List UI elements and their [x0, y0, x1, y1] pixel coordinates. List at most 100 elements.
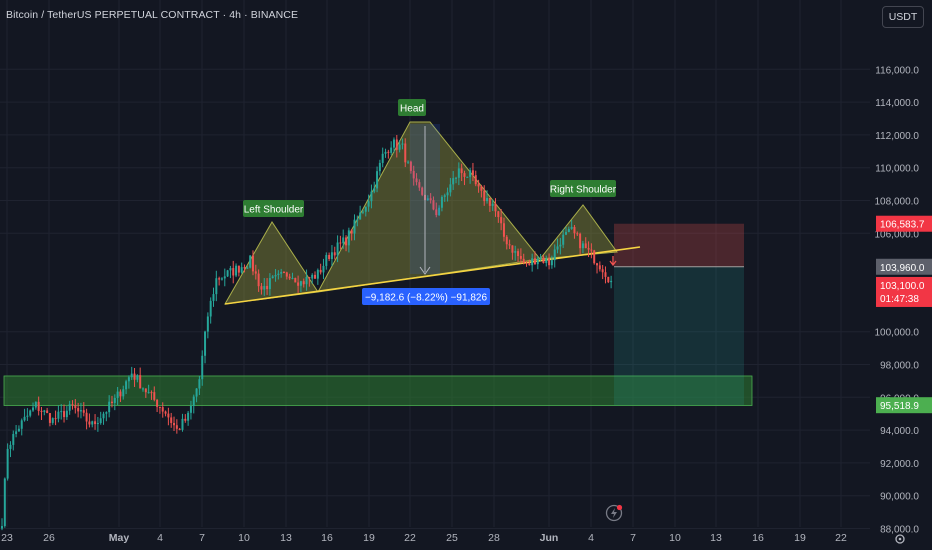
- candle-body: [260, 286, 263, 290]
- candle-body: [6, 448, 9, 479]
- candle-body: [164, 411, 167, 414]
- candle-body: [390, 147, 393, 153]
- time-tick-label: 19: [794, 532, 806, 544]
- price-tick-label: 98,000.0: [880, 361, 919, 372]
- candle-body: [119, 391, 122, 397]
- candle-body: [350, 230, 353, 234]
- measure-label-text: −9,182.6 (−8.22%) −91,826: [365, 293, 487, 304]
- candle-body: [263, 285, 266, 290]
- candle-body: [463, 173, 466, 177]
- candle-body: [122, 389, 125, 397]
- candle-body: [579, 233, 582, 249]
- candle-body: [415, 178, 418, 183]
- candle-body: [345, 237, 348, 246]
- candle-body: [548, 258, 551, 266]
- grid-lines: [0, 0, 870, 529]
- candle-body: [110, 401, 113, 403]
- price-tick-label: 108,000.0: [875, 197, 920, 208]
- candle-body: [373, 188, 376, 192]
- lightning-icon[interactable]: [604, 503, 624, 523]
- candle-body: [505, 236, 508, 245]
- price-tick-label: 106,000.0: [875, 229, 920, 240]
- candle-body: [407, 161, 410, 163]
- time-tick-label: 16: [321, 532, 333, 544]
- candle-body: [311, 274, 314, 279]
- candle-body: [370, 191, 373, 202]
- candle-body: [593, 250, 596, 264]
- candle-body: [376, 171, 379, 189]
- candle-body: [457, 168, 460, 178]
- candle-body: [302, 281, 305, 285]
- head-shape: [317, 121, 541, 293]
- candle-body: [387, 151, 390, 153]
- candle-body: [438, 207, 441, 216]
- price-tick-label: 116,000.0: [875, 65, 919, 76]
- time-tick-label: 4: [157, 532, 163, 544]
- right-shoulder-label: Right Shoulder: [550, 180, 617, 197]
- stop-price-label-text: 106,583.7: [880, 220, 925, 231]
- candle-body: [381, 153, 384, 163]
- candle-body: [429, 198, 432, 201]
- settings-gear-icon[interactable]: [895, 534, 905, 544]
- price-axis[interactable]: 116,000.0 114,000.0 112,000.0 110,000.0 108,…: [870, 0, 932, 550]
- entry-price-label: 103,960.0: [876, 258, 932, 275]
- candle-body: [99, 418, 102, 424]
- candle-body: [533, 258, 536, 265]
- candle-body: [336, 242, 339, 256]
- candle-body: [232, 268, 235, 276]
- time-axis[interactable]: 23 26 May 4 7 10 13 16 19 22 25 28 Jun 4 7 10 13 16 19 22: [1, 532, 905, 544]
- chart-overlays[interactable]: [410, 124, 617, 275]
- candle-body: [235, 265, 238, 276]
- candle-body: [116, 391, 119, 398]
- candle-body: [237, 265, 240, 273]
- measure-label-bg: [362, 288, 490, 305]
- candle-body: [246, 267, 249, 269]
- candle-body: [136, 375, 139, 380]
- candle-body: [359, 212, 362, 220]
- candle-body: [330, 252, 333, 260]
- currency-button[interactable]: USDT: [882, 6, 924, 28]
- candle-body: [102, 413, 105, 419]
- candle-body: [254, 271, 257, 274]
- candle-body: [178, 428, 181, 430]
- stop-loss-zone: [614, 223, 744, 267]
- candle-body: [57, 411, 60, 419]
- candle-body: [477, 184, 480, 187]
- time-tick-label: 22: [404, 532, 416, 544]
- candle-body: [556, 246, 559, 250]
- entry-price-label-bg: [876, 258, 932, 275]
- time-tick-label: May: [109, 532, 130, 544]
- price-tick-label: 90,000.0: [880, 492, 919, 503]
- candle-body: [432, 200, 435, 210]
- candle-body: [446, 192, 449, 196]
- annotations[interactable]: Left Shoulder Head Right Shoulder −9,182.6 …: [243, 99, 617, 305]
- candle-body: [144, 388, 147, 393]
- candle-body: [325, 255, 328, 266]
- head-label-text: Head: [400, 104, 424, 115]
- candle-body: [184, 418, 187, 421]
- candle-body: [567, 228, 570, 233]
- candle-body: [361, 211, 364, 213]
- candle-body: [173, 423, 176, 426]
- candle-body: [299, 281, 302, 286]
- gear-center: [898, 537, 902, 541]
- symbol-title: Bitcoin / TetherUS PERPETUAL CONTRACT · …: [6, 9, 299, 21]
- candle-body: [133, 373, 136, 380]
- price-tick-label: 114,000.0: [875, 98, 919, 109]
- candle-body: [48, 413, 51, 423]
- time-tick-label: 10: [238, 532, 250, 544]
- head-and-shoulders-pattern[interactable]: [224, 121, 641, 305]
- countdown-label: 01:47:38: [880, 294, 919, 305]
- candle-body: [339, 242, 342, 244]
- candle-body: [212, 294, 215, 301]
- candle-body: [170, 417, 173, 424]
- candle-body: [452, 178, 455, 185]
- candle-body: [319, 269, 322, 273]
- candle-body: [240, 267, 243, 273]
- candle-body: [215, 278, 218, 295]
- candle-body: [268, 278, 271, 290]
- neckline: [224, 246, 641, 305]
- target-price-label: 95,518.9: [876, 397, 932, 414]
